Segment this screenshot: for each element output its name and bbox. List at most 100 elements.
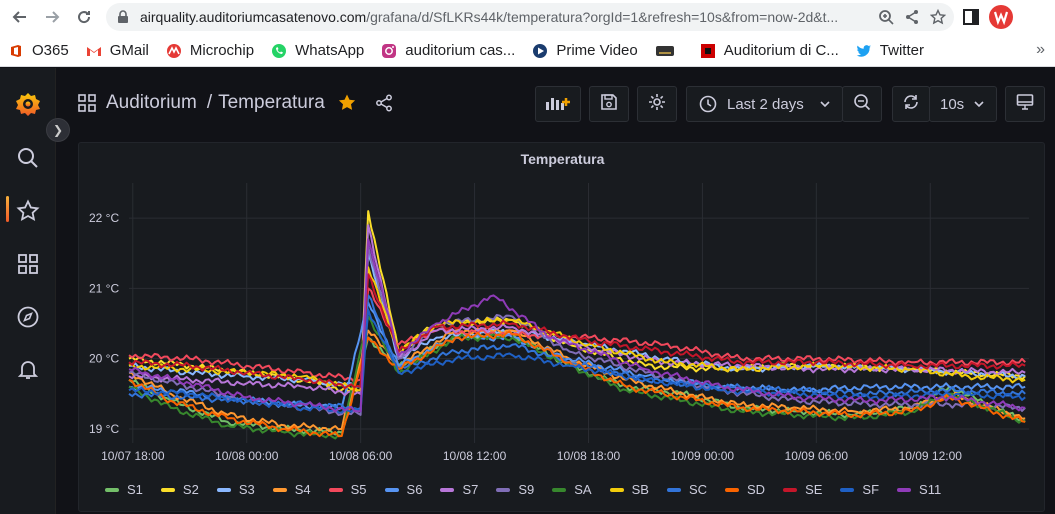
bookmark-label: Microchip [189, 42, 255, 59]
legend-item-sf[interactable]: SF [840, 482, 879, 497]
legend-item-sb[interactable]: SB [609, 482, 649, 497]
bookmark-auditorium[interactable]: Auditorium di C... [700, 42, 839, 59]
bookmark-label: WhatsApp [295, 42, 365, 59]
alerting-bell-icon[interactable] [14, 355, 42, 383]
chevron-right-icon: ❯ [52, 123, 64, 137]
office-icon [8, 43, 24, 59]
chart-legend: S1 S2 S3 S4 S5 S6 S7 S9 SA SB SC SD SE SF S11 [105, 482, 959, 497]
instagram-icon [381, 43, 397, 59]
back-arrow-icon[interactable] [6, 3, 34, 31]
bookmark-label: auditorium cas... [405, 42, 516, 59]
bookmark-gmail[interactable]: GMail [86, 42, 149, 59]
whatsapp-icon [271, 43, 287, 59]
bookmark-prime-video[interactable]: Prime Video [532, 42, 638, 59]
dashboards-grid-icon[interactable] [78, 94, 96, 112]
legend-label: SC [688, 482, 707, 497]
legend-swatch [105, 487, 119, 492]
bookmark-microchip[interactable]: Microchip [166, 42, 254, 59]
monitor-icon [1016, 93, 1034, 115]
collapse-menu-button[interactable]: ❯ [46, 118, 70, 142]
bookmark-instagram[interactable]: auditorium cas... [381, 42, 515, 59]
x-tick-label: 10/08 12:00 [443, 449, 507, 463]
temperature-chart[interactable]: 22 °C 21 °C 20 °C 19 °C 10/07 18:00 10/08 00:… [79, 143, 1046, 473]
legend-label: SA [574, 482, 592, 497]
legend-item-s9[interactable]: S9 [496, 482, 534, 497]
refresh-interval-picker[interactable]: 10s [929, 86, 997, 122]
grafana-logo-icon[interactable] [14, 90, 42, 118]
legend-item-se[interactable]: SE [783, 482, 822, 497]
legend-item-sa[interactable]: SA [552, 482, 592, 497]
lock-icon[interactable] [116, 10, 130, 24]
forward-arrow-icon[interactable] [38, 3, 66, 31]
url-host: airquality.auditoriumcasatenovo.com [140, 9, 367, 25]
starred-icon[interactable] [14, 197, 42, 225]
favorite-star-icon[interactable] [337, 93, 357, 113]
legend-swatch [440, 487, 455, 492]
legend-item-sd[interactable]: SD [725, 482, 765, 497]
legend-swatch [725, 487, 739, 492]
legend-item-s5[interactable]: S5 [328, 482, 367, 497]
series-line-sb[interactable] [128, 266, 1026, 392]
legend-item-s4[interactable]: S4 [272, 482, 311, 497]
side-panel-icon[interactable] [962, 8, 980, 31]
series-line-sa[interactable] [128, 315, 1026, 440]
bookmark-twitter[interactable]: Twitter [856, 42, 924, 59]
bookmarks-bar: O365 GMail Microchip WhatsApp auditorium… [0, 35, 1055, 67]
legend-item-s6[interactable]: S6 [384, 482, 422, 497]
tv-mode-button[interactable] [1005, 86, 1045, 122]
legend-item-s11[interactable]: S11 [897, 482, 941, 497]
legend-item-s3[interactable]: S3 [216, 482, 255, 497]
series-line-sf[interactable] [128, 308, 1026, 414]
series-line-se[interactable] [128, 273, 1026, 390]
legend-item-sc[interactable]: SC [666, 482, 707, 497]
profile-avatar-icon[interactable] [988, 4, 1014, 35]
dashboard-settings-button[interactable] [637, 86, 677, 122]
legend-swatch [328, 487, 343, 492]
address-bar[interactable]: airquality.auditoriumcasatenovo.com/graf… [106, 3, 954, 31]
legend-label: S2 [182, 482, 199, 497]
zoom-icon[interactable] [876, 7, 896, 27]
legend-label: SE [805, 482, 823, 497]
x-tick-label: 10/09 12:00 [899, 449, 963, 463]
add-panel-button[interactable] [535, 86, 581, 122]
bookmark-whatsapp[interactable]: WhatsApp [271, 42, 364, 59]
legend-swatch [609, 487, 624, 492]
bookmark-star-icon[interactable] [928, 7, 948, 27]
url-text[interactable]: airquality.auditoriumcasatenovo.com/graf… [140, 9, 840, 25]
bookmark-unnamed[interactable] [655, 43, 683, 59]
twitter-icon [856, 43, 872, 59]
share-dashboard-icon[interactable] [375, 94, 393, 112]
dashboards-icon[interactable] [14, 250, 42, 278]
save-icon [600, 93, 618, 115]
bookmark-label: Prime Video [556, 42, 638, 59]
series-line-s4[interactable] [128, 326, 1026, 432]
legend-item-s7[interactable]: S7 [440, 482, 478, 497]
time-range-picker[interactable]: Last 2 days [686, 86, 843, 122]
breadcrumb-separator: / [206, 92, 213, 113]
share-icon[interactable] [902, 7, 922, 27]
refresh-button[interactable] [892, 86, 930, 122]
page-title[interactable]: Temperatura [218, 92, 325, 113]
series-line-s7[interactable] [128, 224, 1026, 397]
y-tick-label: 21 °C [89, 281, 119, 295]
zoom-out-button[interactable] [842, 86, 882, 122]
folder-link[interactable]: Auditorium [106, 92, 197, 113]
side-menu [0, 68, 56, 514]
x-tick-label: 10/07 18:00 [101, 449, 165, 463]
series-line-s11[interactable] [128, 238, 1026, 413]
active-indicator [6, 196, 9, 222]
bookmark-o365[interactable]: O365 [8, 42, 69, 59]
panel-title[interactable]: Temperatura [520, 151, 605, 167]
temperature-panel[interactable]: Temperatura 22 °C 21 °C 20 °C 19 °C 10/07 18… [78, 142, 1045, 512]
add-panel-icon [544, 93, 572, 115]
bookmarks-overflow-icon[interactable]: » [1036, 41, 1045, 58]
bookmark-label: Auditorium di C... [723, 42, 839, 59]
legend-label: S9 [518, 482, 535, 497]
search-icon[interactable] [14, 144, 42, 172]
explore-compass-icon[interactable] [14, 303, 42, 331]
save-dashboard-button[interactable] [589, 86, 629, 122]
legend-item-s1[interactable]: S1 [105, 482, 143, 497]
x-tick-label: 10/08 06:00 [329, 449, 393, 463]
reload-icon[interactable] [70, 3, 98, 31]
legend-item-s2[interactable]: S2 [160, 482, 199, 497]
